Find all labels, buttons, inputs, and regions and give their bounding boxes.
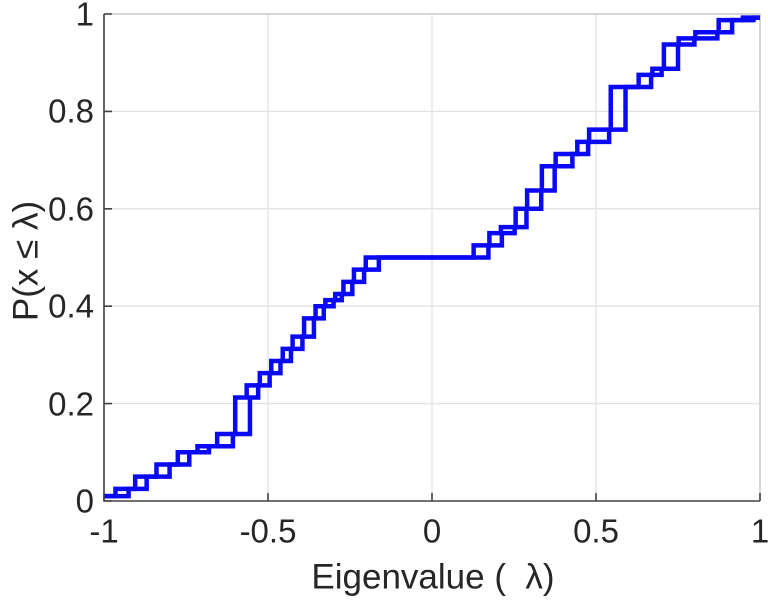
y-tick-label: 0 bbox=[75, 482, 94, 520]
x-axis-label: Eigenvalue ( λ) bbox=[311, 557, 555, 597]
y-axis-label: P(x ≤ λ) bbox=[6, 200, 46, 321]
x-tick-label: 0 bbox=[422, 512, 442, 550]
y-tick-label: 1 bbox=[75, 0, 94, 33]
y-tick-label: 0.4 bbox=[48, 287, 94, 325]
y-tick-label: 0.8 bbox=[48, 92, 94, 130]
ecdf-step-curve-2 bbox=[104, 15, 760, 499]
x-tick-label: -1 bbox=[89, 512, 119, 550]
tick-mark-path bbox=[103, 13, 761, 502]
tick-marks bbox=[103, 13, 761, 502]
x-tick-label: 0.5 bbox=[573, 512, 619, 550]
x-tick-label: 1 bbox=[750, 512, 768, 550]
y-tick-label: 0.6 bbox=[48, 190, 94, 228]
y-tick-label: 0.2 bbox=[48, 385, 94, 423]
x-tick-label: -0.5 bbox=[239, 512, 297, 550]
plot-frame bbox=[104, 13, 761, 501]
